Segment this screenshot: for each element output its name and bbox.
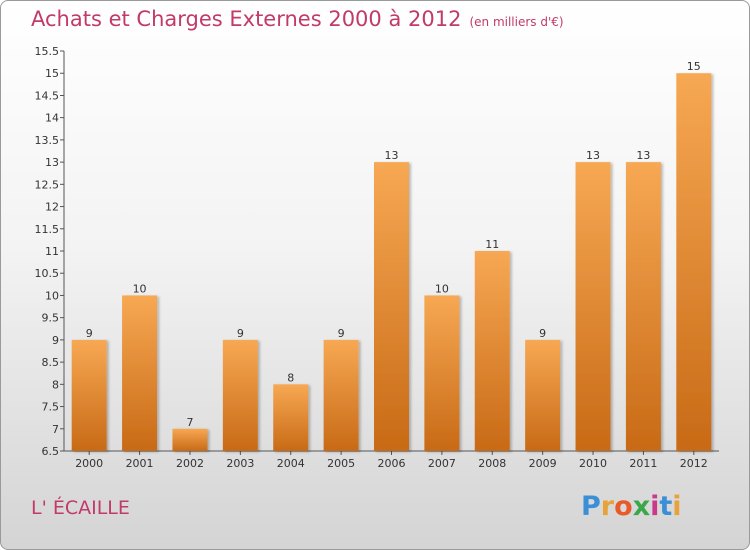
y-tick-label: 12 bbox=[45, 201, 59, 214]
x-tick-label: 2005 bbox=[327, 457, 355, 470]
x-tick-label: 2011 bbox=[629, 457, 657, 470]
bar-2004 bbox=[273, 384, 309, 451]
data-label: 11 bbox=[485, 238, 499, 251]
y-tick-label: 11 bbox=[45, 245, 59, 258]
bar-2005 bbox=[323, 339, 359, 451]
y-tick-label: 6.5 bbox=[42, 445, 60, 458]
bars bbox=[71, 73, 712, 451]
logo-letter: o bbox=[614, 491, 633, 522]
bar-2009 bbox=[525, 339, 561, 451]
data-label: 10 bbox=[133, 282, 147, 295]
y-tick-label: 14.5 bbox=[35, 89, 60, 102]
bar-2012 bbox=[676, 73, 712, 451]
y-tick-label: 13 bbox=[45, 156, 59, 169]
x-tick-label: 2004 bbox=[277, 457, 305, 470]
y-tick-label: 15.5 bbox=[35, 45, 60, 58]
bar-2001 bbox=[122, 295, 158, 451]
y-tick-label: 15 bbox=[45, 67, 59, 80]
chart-unit-label: (en milliers d'€) bbox=[469, 15, 564, 29]
data-labels: 9 10 7 9 8 9 13 10 11 9 13 13 15 bbox=[86, 60, 701, 429]
x-tick-label: 2006 bbox=[378, 457, 406, 470]
x-tick-label: 2007 bbox=[428, 457, 456, 470]
data-label: 9 bbox=[539, 327, 546, 340]
data-label: 7 bbox=[186, 416, 193, 429]
x-tick-label: 2001 bbox=[126, 457, 154, 470]
y-tick-label: 12.5 bbox=[35, 178, 60, 191]
y-tick-label: 7 bbox=[52, 423, 59, 436]
bar-2006 bbox=[374, 162, 409, 451]
logo-letter: P bbox=[581, 491, 601, 522]
data-label: 15 bbox=[687, 60, 701, 73]
x-tick-label: 2010 bbox=[579, 457, 607, 470]
data-label: 13 bbox=[586, 149, 600, 162]
y-tick-label: 9.5 bbox=[42, 312, 60, 325]
bar-2007 bbox=[424, 295, 460, 451]
bar-2011 bbox=[625, 162, 661, 451]
data-label: 9 bbox=[237, 327, 244, 340]
data-label: 13 bbox=[636, 149, 650, 162]
commune-name: L' ÉCAILLE bbox=[31, 497, 130, 519]
x-tick-label: 2003 bbox=[226, 457, 254, 470]
logo-letter: t bbox=[659, 491, 673, 522]
x-tick-label: 2012 bbox=[680, 457, 708, 470]
proxiti-logo: Proxiti bbox=[581, 491, 682, 522]
logo-letter: r bbox=[600, 491, 615, 522]
data-label: 9 bbox=[338, 327, 345, 340]
y-tick-label: 10 bbox=[45, 289, 59, 302]
y-tick-label: 9 bbox=[52, 334, 59, 347]
data-label: 8 bbox=[287, 371, 294, 384]
y-tick-label: 13.5 bbox=[35, 134, 60, 147]
logo-letter: i bbox=[672, 491, 682, 522]
data-label: 13 bbox=[385, 149, 399, 162]
bar-2002 bbox=[172, 428, 208, 451]
bar-2000 bbox=[71, 339, 107, 451]
chart-title: Achats et Charges Externes 2000 à 2012 (e… bbox=[31, 7, 564, 31]
bar-2008 bbox=[474, 251, 510, 451]
y-tick-label: 7.5 bbox=[42, 401, 60, 414]
logo-letter: i bbox=[650, 491, 660, 522]
y-tick-label: 10.5 bbox=[35, 267, 60, 280]
x-tick-label: 2002 bbox=[176, 457, 204, 470]
bar-2003 bbox=[222, 339, 258, 451]
x-tick-label: 2009 bbox=[529, 457, 557, 470]
x-tick-label: 2000 bbox=[75, 457, 103, 470]
y-tick-label: 14 bbox=[45, 112, 59, 125]
y-tick-label: 8.5 bbox=[42, 356, 60, 369]
data-label: 10 bbox=[435, 282, 449, 295]
x-tick-label: 2008 bbox=[478, 457, 506, 470]
logo-letter: x bbox=[632, 491, 651, 522]
chart-title-main: Achats et Charges Externes 2000 à 2012 bbox=[31, 7, 462, 31]
data-label: 9 bbox=[86, 327, 93, 340]
bar-2010 bbox=[575, 162, 611, 451]
axes: 6.5 7 7.5 8 8.5 9 9.5 10 10.5 11 11.5 12 12.5 13 13.5 1… bbox=[35, 45, 719, 470]
y-tick-label: 11.5 bbox=[35, 223, 60, 236]
y-tick-label: 8 bbox=[52, 378, 59, 391]
